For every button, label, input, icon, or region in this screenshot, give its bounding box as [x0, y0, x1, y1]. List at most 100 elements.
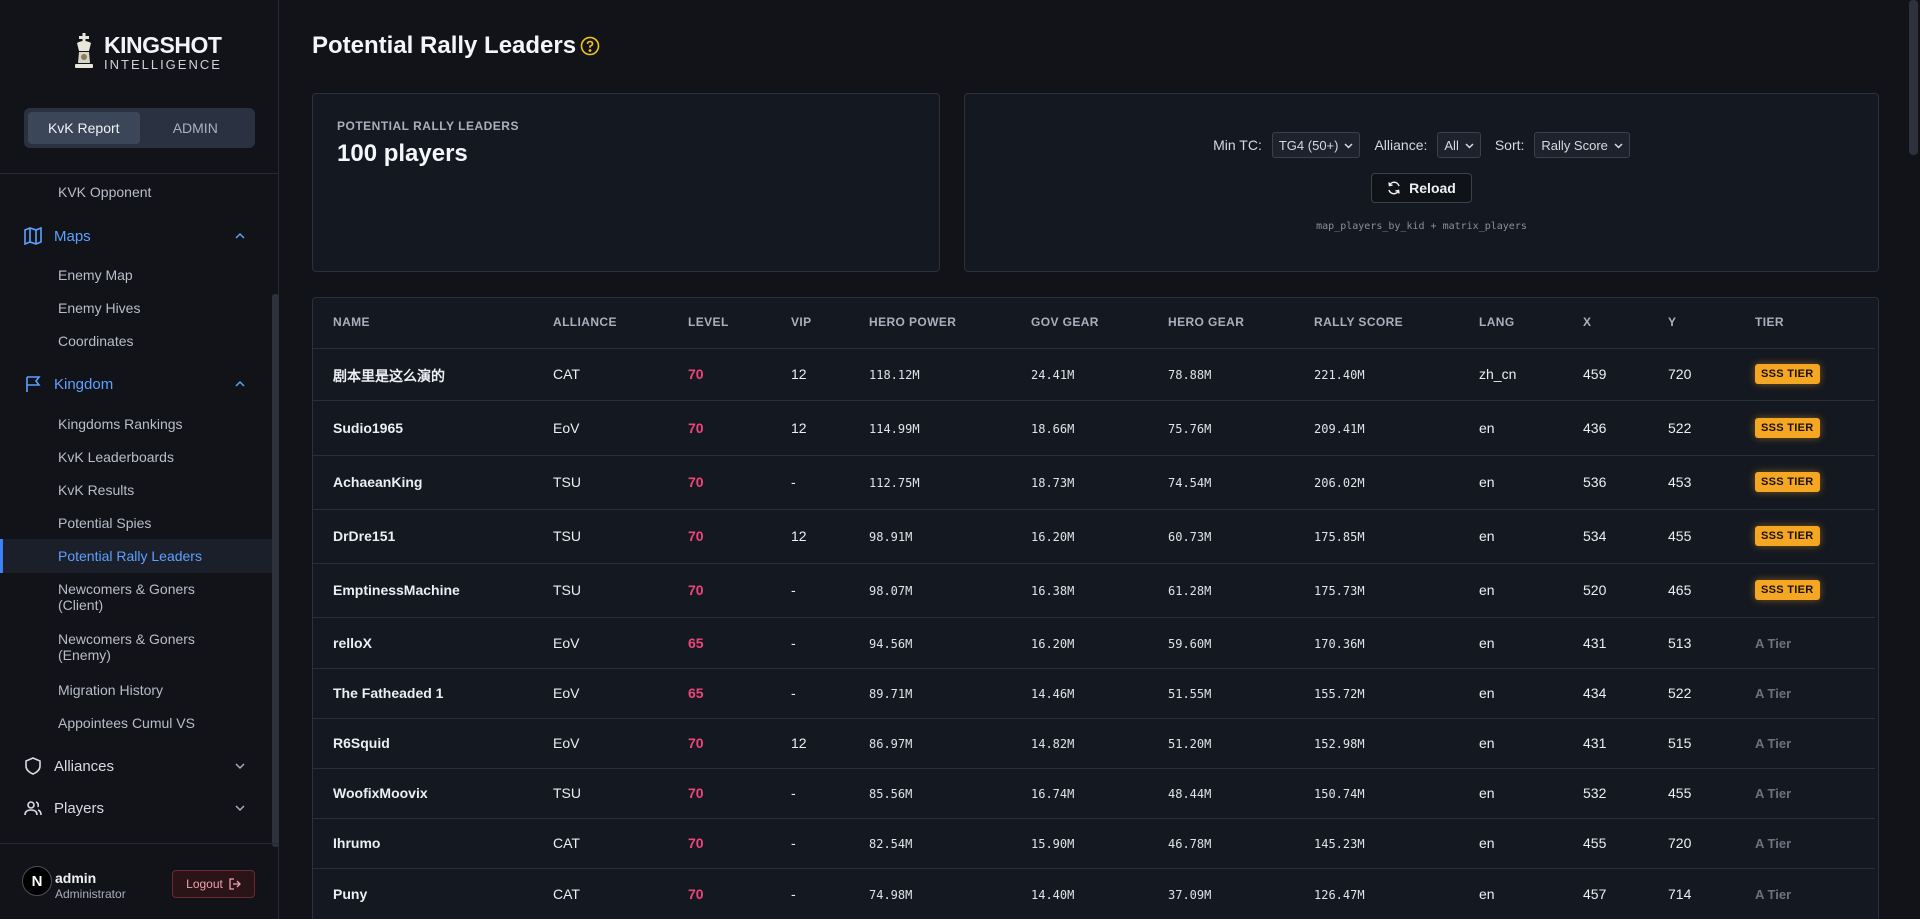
- cell-alliance: TSU: [553, 528, 581, 544]
- cell-level: 70: [688, 366, 704, 382]
- chevron-up-icon: [235, 232, 245, 239]
- table-row[interactable]: AchaeanKing TSU 70 - 112.75M 18.73M 74.54M 206.…: [313, 455, 1875, 509]
- table-row[interactable]: EmptinessMachine TSU 70 - 98.07M 16.38M 61.28M…: [313, 563, 1875, 617]
- min-tc-label: Min TC:: [1213, 137, 1262, 153]
- sidebar-group-alliances[interactable]: Alliances: [24, 754, 246, 778]
- page-title: Potential Rally Leaders: [312, 32, 577, 59]
- cell-lang: en: [1479, 886, 1495, 902]
- table-row[interactable]: Sudio1965 EoV 70 12 114.99M 18.66M 75.76M 209.4…: [313, 400, 1875, 455]
- cell-rally-score: 206.02M: [1314, 476, 1365, 490]
- sidebar-item-potential-spies[interactable]: Potential Spies: [58, 515, 152, 531]
- header-col-hero-gear[interactable]: HERO GEAR: [1168, 315, 1245, 329]
- header-col-y[interactable]: Y: [1668, 315, 1677, 329]
- header-col-lang[interactable]: LANG: [1479, 315, 1515, 329]
- help-circle-icon[interactable]: [580, 36, 600, 56]
- sidebar-item-newcomers-client[interactable]: Newcomers & Goners (Client): [58, 581, 195, 613]
- reload-button[interactable]: Reload: [1371, 173, 1472, 203]
- tier-badge-sss: SSS TIER: [1755, 580, 1820, 600]
- header-col-hero-power[interactable]: HERO POWER: [869, 315, 957, 329]
- cell-hero-power: 98.91M: [869, 530, 913, 544]
- header-col-rally-score[interactable]: RALLY SCORE: [1314, 315, 1404, 329]
- tier-badge-sss: SSS TIER: [1755, 418, 1820, 438]
- table-row[interactable]: relloX EoV 65 - 94.56M 16.20M 59.60M 170.36M en 4…: [313, 617, 1875, 668]
- sidebar-group-players[interactable]: Players: [24, 796, 246, 820]
- sidebar-item-kvk-opponent[interactable]: KVK Opponent: [58, 184, 152, 200]
- cell-level: 70: [688, 785, 704, 801]
- avatar[interactable]: N: [22, 866, 52, 896]
- app-logo[interactable]: KINGSHOT INTELLIGENCE: [70, 33, 222, 71]
- sort-select[interactable]: Rally Score: [1534, 132, 1630, 158]
- cell-vip: -: [791, 785, 796, 801]
- chevron-down-icon: [235, 805, 245, 812]
- header-col-vip[interactable]: VIP: [791, 315, 812, 329]
- cell-alliance: EoV: [553, 420, 580, 436]
- cell-rally-score: 145.23M: [1314, 837, 1365, 851]
- sidebar-group-kingdom[interactable]: Kingdom: [24, 372, 246, 396]
- sidebar-item-migration-history[interactable]: Migration History: [58, 682, 164, 698]
- cell-vip: -: [791, 474, 796, 490]
- tab-kvk-report[interactable]: KvK Report: [28, 112, 140, 144]
- sidebar: KINGSHOT INTELLIGENCE KvK Report ADMIN K…: [0, 0, 279, 919]
- cell-alliance: EoV: [553, 735, 580, 751]
- tab-admin[interactable]: ADMIN: [172, 120, 218, 136]
- cell-vip: 12: [791, 528, 807, 544]
- cell-hero-gear: 51.20M: [1168, 737, 1212, 751]
- table-row[interactable]: The Fatheaded 1 EoV 65 - 89.71M 14.46M 51.55M 1…: [313, 668, 1875, 718]
- refresh-icon: [1388, 181, 1400, 195]
- header-col-tier[interactable]: TIER: [1755, 315, 1784, 329]
- cell-vip: 12: [791, 366, 807, 382]
- cell-vip: 12: [791, 420, 807, 436]
- cell-name: relloX: [333, 635, 372, 651]
- cell-rally-score: 150.74M: [1314, 787, 1365, 801]
- sidebar-item-enemy-hives[interactable]: Enemy Hives: [58, 300, 141, 316]
- cell-lang: en: [1479, 735, 1495, 751]
- sidebar-group-maps[interactable]: Maps: [24, 224, 246, 248]
- tier-label: A Tier: [1755, 736, 1792, 751]
- sidebar-item-kvk-results[interactable]: KvK Results: [58, 482, 135, 498]
- sidebar-item-potential-rally-leaders[interactable]: Potential Rally Leaders: [58, 548, 202, 564]
- tier-badge-sss: SSS TIER: [1755, 526, 1820, 546]
- sort-value: Rally Score: [1541, 137, 1608, 153]
- cell-alliance: CAT: [553, 886, 580, 902]
- cell-level: 70: [688, 582, 704, 598]
- cell-level: 70: [688, 735, 704, 751]
- cell-lang: en: [1479, 635, 1495, 651]
- alliance-select[interactable]: All: [1437, 132, 1481, 158]
- sidebar-item-appointees-cumul-vs[interactable]: Appointees Cumul VS: [58, 715, 195, 731]
- cell-hero-power: 98.07M: [869, 584, 913, 598]
- cell-lang: en: [1479, 685, 1495, 701]
- min-tc-select[interactable]: TG4 (50+): [1271, 132, 1361, 158]
- chevron-down-icon: [1344, 142, 1353, 149]
- sidebar-scrollbar[interactable]: [272, 294, 279, 847]
- sidebar-item-enemy-map[interactable]: Enemy Map: [58, 267, 133, 283]
- table-row[interactable]: WoofixMoovix TSU 70 - 85.56M 16.74M 48.44M 150.…: [313, 768, 1875, 818]
- cell-hero-power: 86.97M: [869, 737, 913, 751]
- cell-gov-gear: 16.74M: [1031, 787, 1075, 801]
- logout-button[interactable]: Logout: [172, 870, 255, 898]
- header-col-level[interactable]: LEVEL: [688, 315, 729, 329]
- header-col-name[interactable]: NAME: [333, 315, 370, 329]
- header-col-gov-gear[interactable]: GOV GEAR: [1031, 315, 1099, 329]
- table-row[interactable]: Ihrumo CAT 70 - 82.54M 15.90M 46.78M 145.23M en 4…: [313, 818, 1875, 868]
- cell-name: EmptinessMachine: [333, 582, 460, 598]
- header-col-x[interactable]: X: [1583, 315, 1592, 329]
- cell-hero-gear: 75.76M: [1168, 422, 1212, 436]
- header-col-alliance[interactable]: ALLIANCE: [553, 315, 617, 329]
- sidebar-item-newcomers-enemy[interactable]: Newcomers & Goners (Enemy): [58, 631, 195, 663]
- table-row[interactable]: Puny CAT 70 - 74.98M 14.40M 37.09M 126.47M en 457…: [313, 868, 1875, 919]
- sidebar-group-label: Kingdom: [54, 375, 114, 393]
- table-row[interactable]: DrDre151 TSU 70 12 98.91M 16.20M 60.73M 175.85M…: [313, 509, 1875, 563]
- sort-label: Sort:: [1494, 137, 1525, 153]
- sidebar-item-kvk-leaderboards[interactable]: KvK Leaderboards: [58, 449, 174, 465]
- cell-alliance: EoV: [553, 685, 580, 701]
- min-tc-value: TG4 (50+): [1278, 137, 1339, 153]
- cell-y: 720: [1668, 835, 1692, 851]
- table-row[interactable]: 剧本里是这么演的 CAT 70 12 118.12M 24.41M 78.88M 221.40…: [313, 348, 1875, 400]
- page-scrollbar[interactable]: [1909, 0, 1918, 155]
- sidebar-nav: KVK Opponent Maps Enemy Map Enemy Hives …: [0, 173, 279, 847]
- sidebar-item-kingdoms-rankings[interactable]: Kingdoms Rankings: [58, 416, 183, 432]
- sidebar-item-coordinates[interactable]: Coordinates: [58, 333, 134, 349]
- sidebar-group-label: Alliances: [54, 757, 115, 775]
- chevron-down-icon: [235, 763, 245, 770]
- table-row[interactable]: R6Squid EoV 70 12 86.97M 14.82M 51.20M 152.98M e…: [313, 718, 1875, 768]
